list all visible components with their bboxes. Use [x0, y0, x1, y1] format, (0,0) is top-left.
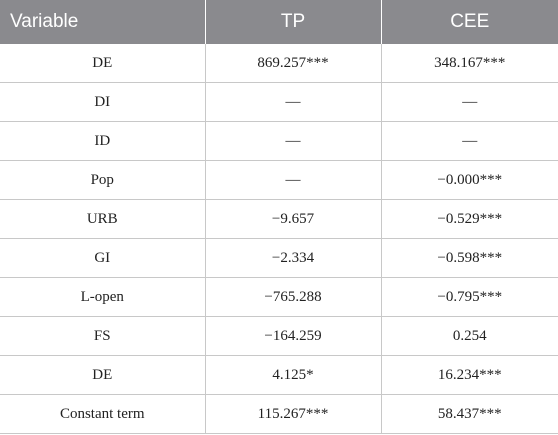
table-row: DI — — [0, 82, 558, 122]
cee-cell: — [380, 82, 558, 122]
cee-cell: — [380, 121, 558, 161]
variable-cell: L-open [0, 277, 206, 317]
cee-cell: −0.795*** [380, 277, 558, 317]
variable-cell: DE [0, 355, 206, 395]
tp-cell: −2.334 [204, 238, 382, 278]
cee-cell: −0.000*** [380, 160, 558, 200]
cee-cell: 58.437*** [380, 394, 558, 434]
cee-cell: 348.167*** [380, 44, 558, 83]
tp-cell: 869.257*** [204, 44, 382, 83]
table-row: DE 869.257*** 348.167*** [0, 44, 558, 83]
header-row: Variable TP CEE [0, 0, 558, 44]
cee-cell: −0.529*** [380, 199, 558, 239]
tp-cell: — [204, 121, 382, 161]
table-row: Constant term 115.267*** 58.437*** [0, 394, 558, 434]
tp-cell: 4.125* [204, 355, 382, 395]
tp-cell: −765.288 [204, 277, 382, 317]
header-variable: Variable [0, 0, 206, 44]
tp-cell: 115.267*** [204, 394, 382, 434]
variable-cell: FS [0, 316, 206, 356]
variable-cell: ID [0, 121, 206, 161]
table-row: URB −9.657 −0.529*** [0, 199, 558, 239]
table-header: Variable TP CEE [0, 0, 558, 44]
cee-cell: −0.598*** [380, 238, 558, 278]
table-row: FS −164.259 0.254 [0, 316, 558, 356]
table-body: DE 869.257*** 348.167*** DI — — ID — — P… [0, 44, 558, 434]
cee-cell: 16.234*** [380, 355, 558, 395]
tp-cell: — [204, 82, 382, 122]
variable-cell: DI [0, 82, 206, 122]
tp-cell: −164.259 [204, 316, 382, 356]
variable-cell: URB [0, 199, 206, 239]
table-row: ID — — [0, 121, 558, 161]
cee-cell: 0.254 [380, 316, 558, 356]
tp-cell: −9.657 [204, 199, 382, 239]
variable-cell: Pop [0, 160, 206, 200]
variable-cell: Constant term [0, 394, 206, 434]
header-cee: CEE [381, 0, 558, 44]
variable-cell: DE [0, 44, 206, 83]
tp-cell: — [204, 160, 382, 200]
table-row: GI −2.334 −0.598*** [0, 238, 558, 278]
table-row: DE 4.125* 16.234*** [0, 355, 558, 395]
variable-cell: GI [0, 238, 206, 278]
table-row: L-open −765.288 −0.795*** [0, 277, 558, 317]
header-tp: TP [205, 0, 382, 44]
table-row: Pop — −0.000*** [0, 160, 558, 200]
